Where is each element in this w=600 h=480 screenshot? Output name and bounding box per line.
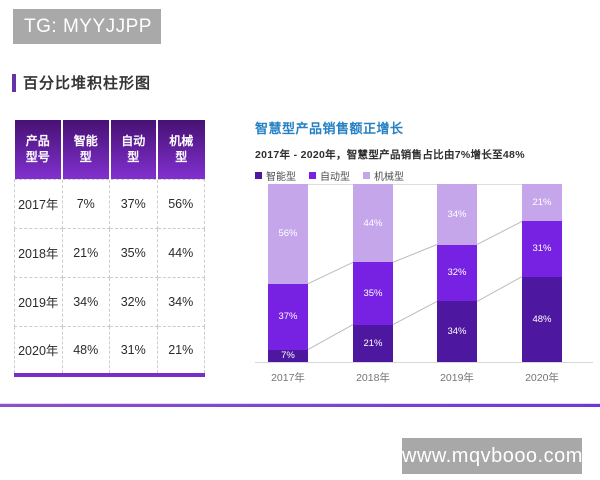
table-row: 2019年 34% 32% 34%	[14, 276, 205, 327]
stacked-bar: 56% 37% 7%	[268, 184, 308, 362]
table-body: 2017年 7% 37% 56% 2018年 21% 35% 44% 2019年 34% 32% 34…	[14, 178, 205, 376]
watermark: www.mqvbooo.com	[402, 438, 582, 474]
bar-segment: 21%	[522, 184, 562, 222]
value-cell: 21%	[156, 325, 205, 376]
data-label: 21%	[532, 197, 552, 209]
legend-label: 机械型	[374, 172, 404, 183]
x-axis-label: 2018年	[356, 372, 390, 384]
table-header-cell: 产品型号	[14, 120, 63, 179]
row-label-cell: 2019年	[14, 276, 63, 327]
percentage-table: 产品型号 智能型 自动型 机械型 2017年 7% 37% 56% 2018年 21% 35% 44…	[14, 120, 205, 377]
chart-subtitle: 2017年 - 2020年，智慧型产品销售占比由7%增长至48%	[255, 149, 525, 161]
table-header-cell: 自动型	[109, 120, 158, 179]
x-axis-label: 2019年	[440, 372, 474, 384]
legend-item: 机械型	[363, 168, 404, 183]
data-label: 44%	[363, 217, 383, 229]
tg-badge: TG: MYYJJPP	[13, 9, 161, 44]
section-title: 百分比堆积柱形图	[12, 72, 151, 93]
data-label: 7%	[281, 350, 295, 362]
x-axis-label: 2020年	[525, 372, 559, 384]
value-cell: 37%	[109, 178, 158, 229]
value-cell: 32%	[109, 276, 158, 327]
data-label: 34%	[447, 208, 467, 220]
row-label-cell: 2017年	[14, 178, 63, 229]
data-label: 56%	[278, 228, 298, 240]
table-header-cell: 智能型	[62, 120, 111, 179]
divider-line	[0, 403, 600, 407]
legend-item: 智能型	[255, 168, 296, 183]
bar-segment: 31%	[522, 221, 562, 277]
bar-segment: 32%	[437, 244, 477, 302]
chart-title: 智慧型产品销售额正增长	[255, 121, 404, 136]
bar-segment: 21%	[353, 324, 393, 362]
data-label: 34%	[447, 326, 467, 338]
value-cell: 7%	[61, 178, 110, 229]
legend-item: 自动型	[309, 168, 350, 183]
section-title-text: 百分比堆积柱形图	[23, 75, 152, 92]
accent-bar	[12, 73, 16, 92]
data-label: 37%	[278, 311, 298, 323]
table-row: 2017年 7% 37% 56%	[14, 178, 205, 229]
bar-segment: 34%	[437, 184, 477, 245]
bar-segment: 48%	[522, 276, 562, 362]
value-cell: 21%	[61, 227, 110, 278]
bar-segment: 35%	[353, 262, 393, 325]
data-label: 31%	[532, 243, 552, 255]
x-axis-label: 2017年	[271, 372, 305, 384]
value-cell: 44%	[156, 227, 205, 278]
x-axis-labels: 2017年 2018年 2019年 2020年	[255, 370, 593, 386]
stacked-bar: 21% 31% 48%	[522, 184, 562, 362]
plot-area: 56% 37% 7% 44% 35% 21% 34% 32% 34% 21% 31% 48%	[255, 184, 593, 363]
bar-segment: 44%	[353, 184, 393, 263]
row-label-cell: 2020年	[14, 325, 63, 376]
table-header-cell: 机械型	[157, 120, 205, 179]
connector-lines	[307, 184, 523, 350]
data-label: 21%	[363, 337, 383, 349]
chart-panel: 智慧型产品销售额正增长 2017年 - 2020年，智慧型产品销售占比由7%增长…	[255, 112, 600, 392]
value-cell: 48%	[61, 325, 110, 376]
value-cell: 31%	[109, 325, 158, 376]
legend-label: 自动型	[320, 172, 350, 183]
legend-swatch-icon	[255, 172, 262, 179]
value-cell: 56%	[156, 178, 205, 229]
row-label-cell: 2018年	[14, 227, 63, 278]
value-cell: 34%	[156, 276, 205, 327]
data-label: 48%	[532, 313, 552, 325]
table-row: 2018年 21% 35% 44%	[14, 227, 205, 278]
chart-legend: 智能型 自动型 机械型	[255, 168, 404, 183]
legend-swatch-icon	[309, 172, 316, 179]
bar-segment: 37%	[268, 283, 308, 350]
data-label: 32%	[447, 267, 467, 279]
table-row: 2020年 48% 31% 21%	[14, 325, 205, 376]
bar-segment: 34%	[437, 301, 477, 362]
stacked-bar: 34% 32% 34%	[437, 184, 477, 362]
table-header-row: 产品型号 智能型 自动型 机械型	[14, 120, 205, 179]
value-cell: 35%	[109, 227, 158, 278]
bar-segment: 56%	[268, 184, 308, 284]
value-cell: 34%	[61, 276, 110, 327]
data-label: 35%	[363, 287, 383, 299]
stacked-bar: 44% 35% 21%	[353, 184, 393, 362]
legend-swatch-icon	[363, 172, 370, 179]
bar-segment: 7%	[268, 349, 308, 362]
legend-label: 智能型	[266, 172, 296, 183]
